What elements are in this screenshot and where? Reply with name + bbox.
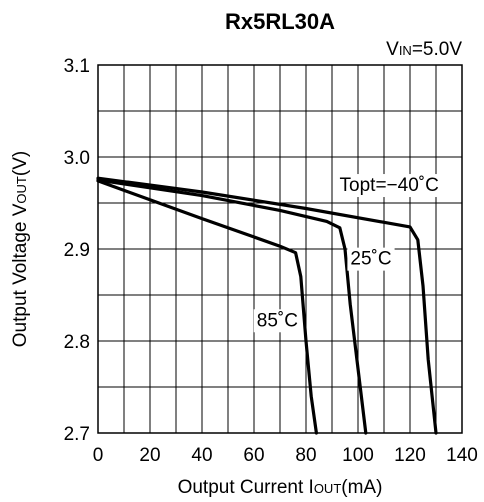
x-tick-label: 40: [191, 445, 212, 466]
y-axis-label: Output Voltage VOUT(V): [10, 151, 31, 347]
plot-frame: [97, 64, 463, 434]
series-line-2: [96, 178, 368, 435]
x-tick-label: 80: [295, 445, 316, 466]
y-tick-label: 3.0: [64, 148, 90, 169]
x-tick-label: 0: [93, 445, 104, 466]
y-tick-label: 2.9: [64, 240, 90, 261]
series-annotation-1: Topt=−40˚C: [336, 174, 442, 198]
x-tick-label: 100: [342, 445, 374, 466]
series-layer: [96, 176, 438, 435]
y-tick-labels: 2.7 2.8 2.9 3.0 3.1: [64, 56, 90, 445]
series-line-3: [96, 179, 318, 435]
y-tick-label: 2.8: [64, 332, 90, 353]
series-annotation-3: 85˚C: [253, 309, 301, 333]
annotations: Topt=−40˚C 25˚C 85˚C: [253, 174, 442, 333]
x-tick-label: 20: [139, 445, 160, 466]
series-annotation-2: 25˚C: [347, 247, 395, 271]
y-tick-label: 2.7: [64, 424, 90, 445]
annotation-background: [336, 174, 442, 198]
x-tick-label: 120: [394, 445, 426, 466]
x-tick-label: 140: [446, 445, 478, 466]
grid: [98, 65, 462, 433]
x-tick-labels: 0 20 40 60 80 100 120 140: [93, 445, 478, 466]
annotation-text: 25˚C: [350, 249, 391, 270]
chart-title: Rx5RL30A: [225, 9, 335, 34]
annotation-text: Topt=−40˚C: [340, 175, 439, 196]
x-tick-label: 60: [243, 445, 264, 466]
condition-label: VIN=5.0V: [386, 39, 462, 60]
annotation-background: [347, 247, 395, 271]
y-tick-label: 3.1: [64, 56, 90, 77]
annotation-text: 85˚C: [257, 310, 298, 331]
series-line-1: [96, 176, 438, 435]
x-axis-label: Output Current IOUT(mA): [178, 477, 383, 498]
annotation-background: [253, 309, 301, 333]
